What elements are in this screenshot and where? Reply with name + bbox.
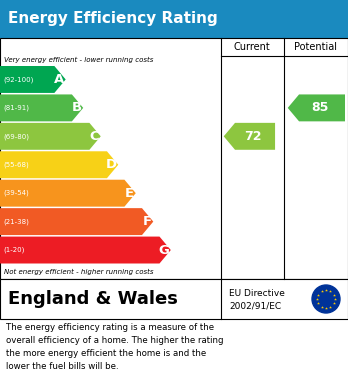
Circle shape — [312, 285, 340, 313]
Text: (55-68): (55-68) — [3, 161, 29, 168]
Text: Very energy efficient - lower running costs: Very energy efficient - lower running co… — [4, 57, 153, 63]
Text: (21-38): (21-38) — [3, 218, 29, 225]
Text: (1-20): (1-20) — [3, 247, 24, 253]
Polygon shape — [224, 123, 275, 150]
Text: 85: 85 — [311, 101, 329, 115]
Text: The energy efficiency rating is a measure of the
overall efficiency of a home. T: The energy efficiency rating is a measur… — [6, 323, 223, 371]
Polygon shape — [288, 95, 345, 121]
Text: G: G — [158, 244, 169, 256]
Text: (92-100): (92-100) — [3, 76, 33, 83]
Text: Potential: Potential — [294, 42, 337, 52]
Text: 2002/91/EC: 2002/91/EC — [229, 301, 281, 310]
Polygon shape — [0, 66, 66, 93]
Polygon shape — [0, 180, 136, 206]
Text: England & Wales: England & Wales — [8, 290, 178, 308]
Text: (81-91): (81-91) — [3, 105, 29, 111]
Text: Current: Current — [234, 42, 271, 52]
Polygon shape — [0, 123, 101, 150]
Text: (69-80): (69-80) — [3, 133, 29, 140]
Bar — [0, 38, 348, 279]
Text: C: C — [89, 130, 99, 143]
Text: F: F — [142, 215, 152, 228]
Text: (39-54): (39-54) — [3, 190, 29, 196]
Text: Not energy efficient - higher running costs: Not energy efficient - higher running co… — [4, 269, 153, 275]
Polygon shape — [0, 208, 153, 235]
Polygon shape — [0, 237, 171, 264]
Polygon shape — [0, 95, 83, 121]
Polygon shape — [0, 151, 118, 178]
Text: A: A — [54, 73, 64, 86]
Text: D: D — [105, 158, 117, 171]
Text: EU Directive: EU Directive — [229, 289, 285, 298]
Bar — [0, 279, 348, 319]
Text: E: E — [125, 187, 134, 200]
Bar — [0, 0, 348, 38]
Text: B: B — [71, 101, 81, 115]
Text: 72: 72 — [244, 130, 262, 143]
Text: Energy Efficiency Rating: Energy Efficiency Rating — [8, 11, 218, 27]
